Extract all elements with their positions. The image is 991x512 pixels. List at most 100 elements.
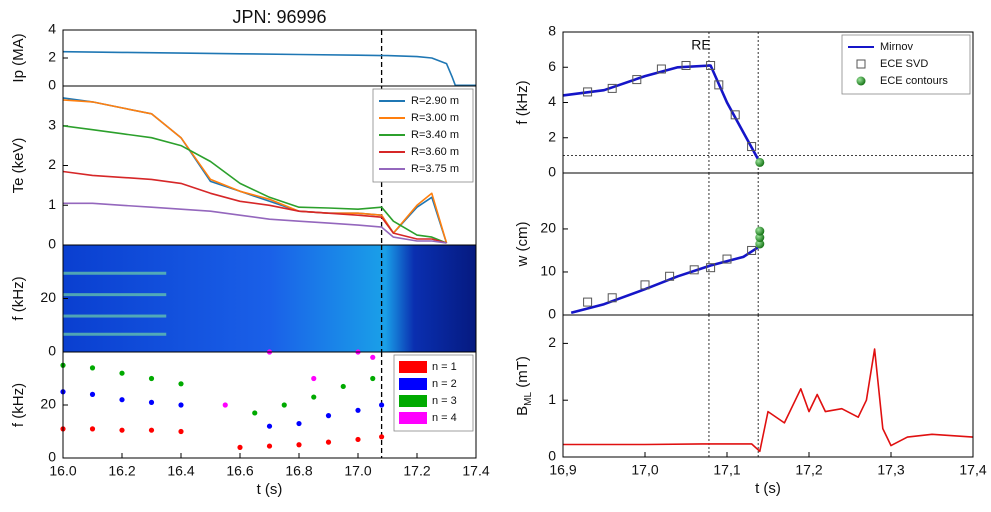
y-axis-label: Te (keV) xyxy=(10,138,27,194)
y-tick-label: 20 xyxy=(40,289,56,305)
marker xyxy=(755,239,765,249)
legend: R=2.90 m R=3.00 m R=3.40 m R=3.60 m R=3.75 m xyxy=(372,88,474,183)
marker xyxy=(681,60,691,70)
marker xyxy=(640,280,650,290)
legend-label: n = 3 xyxy=(432,395,457,407)
y-tick-label: 2 xyxy=(548,334,556,350)
spectrogram-band xyxy=(63,332,167,336)
marker xyxy=(266,443,273,449)
y-tick-label: 3 xyxy=(48,116,56,132)
marker xyxy=(222,402,228,408)
marker xyxy=(119,370,125,376)
marker xyxy=(706,263,716,273)
x-tick-label: 16,9 xyxy=(549,462,576,478)
marker xyxy=(355,436,361,443)
series-line xyxy=(62,99,448,244)
legend-label: R=3.60 m xyxy=(411,146,459,158)
marker xyxy=(237,444,243,450)
marker xyxy=(665,271,675,281)
marker xyxy=(89,426,96,432)
series-group xyxy=(563,348,974,453)
legend-label: ECE SVD xyxy=(880,58,928,70)
series-line xyxy=(570,245,761,315)
legend-label: Mirnov xyxy=(880,41,914,53)
series-line xyxy=(562,64,761,164)
legend-swatch xyxy=(856,59,866,69)
y-tick-label: 0 xyxy=(548,306,556,322)
plot-frame xyxy=(62,351,477,459)
x-tick-label: 17.2 xyxy=(403,463,430,479)
series-group xyxy=(570,226,765,315)
legend: Mirnov ECE SVD ECE contours xyxy=(841,34,971,95)
y-axis-label-part: B xyxy=(514,406,531,416)
y-tick-label: 4 xyxy=(48,21,56,37)
marker xyxy=(656,64,666,74)
marker xyxy=(379,402,385,408)
x-tick-label: 16.0 xyxy=(49,463,76,479)
legend-label: R=3.75 m xyxy=(411,163,459,175)
plot-frame xyxy=(562,172,974,316)
marker xyxy=(755,233,765,243)
y-tick-label: 0 xyxy=(548,164,556,180)
x-tick-label: 16.4 xyxy=(167,463,194,479)
x-axis-label: t (s) xyxy=(257,481,283,498)
y-tick-label: 1 xyxy=(548,391,556,407)
legend-swatch xyxy=(856,76,866,86)
spectrogram-band xyxy=(63,314,167,318)
annotation: RE xyxy=(691,37,710,53)
marker xyxy=(714,80,724,90)
series-line xyxy=(62,125,447,244)
y-axis-label: w (cm) xyxy=(514,222,531,268)
series-group xyxy=(60,349,385,450)
marker xyxy=(89,391,96,397)
legend-label: R=3.40 m xyxy=(411,129,459,141)
y-axis-label-part: ML xyxy=(523,392,534,406)
marker xyxy=(296,442,302,448)
x-tick-label: 17.4 xyxy=(462,463,489,479)
marker xyxy=(266,423,273,429)
marker xyxy=(119,397,125,403)
y-tick-label: 2 xyxy=(48,156,56,172)
legend-label: ECE contours xyxy=(880,75,948,87)
legend: n = 1 n = 2 n = 3 n = 4 xyxy=(393,354,474,432)
series-group xyxy=(62,97,448,244)
spectrogram-image xyxy=(63,245,476,352)
marker xyxy=(325,439,332,445)
series-group xyxy=(62,50,476,87)
marker xyxy=(178,402,184,408)
legend-label: n = 1 xyxy=(432,361,457,373)
legend-label: n = 4 xyxy=(432,412,457,424)
y-tick-label: 1 xyxy=(48,196,56,212)
series-line xyxy=(62,170,447,244)
marker xyxy=(89,365,96,371)
marker xyxy=(311,394,317,400)
legend-swatch xyxy=(399,412,427,424)
chart-title: JPN: 96996 xyxy=(232,7,326,27)
plot-frame xyxy=(62,29,477,87)
y-tick-label: 0 xyxy=(548,448,556,464)
y-tick-label: 2 xyxy=(548,128,556,144)
y-tick-label: 6 xyxy=(548,58,556,74)
x-tick-label: 17.0 xyxy=(344,463,371,479)
y-tick-label: 0 xyxy=(48,449,56,465)
marker xyxy=(607,83,617,93)
x-tick-label: 17,4 xyxy=(959,462,986,478)
marker xyxy=(178,428,184,435)
marker xyxy=(755,226,765,236)
y-tick-label: 4 xyxy=(548,93,556,109)
marker xyxy=(340,383,346,390)
marker xyxy=(148,427,155,433)
marker xyxy=(583,297,593,307)
y-tick-label: 20 xyxy=(40,396,56,412)
marker xyxy=(722,254,732,264)
marker xyxy=(178,381,184,387)
spectrogram-band xyxy=(63,271,167,275)
marker xyxy=(370,375,376,382)
legend-swatch xyxy=(399,378,427,390)
y-tick-label: 10 xyxy=(540,263,556,279)
marker xyxy=(583,87,593,97)
marker xyxy=(325,413,332,419)
y-tick-label: 0 xyxy=(48,236,56,252)
x-tick-label: 16.2 xyxy=(108,463,135,479)
marker xyxy=(148,399,155,405)
